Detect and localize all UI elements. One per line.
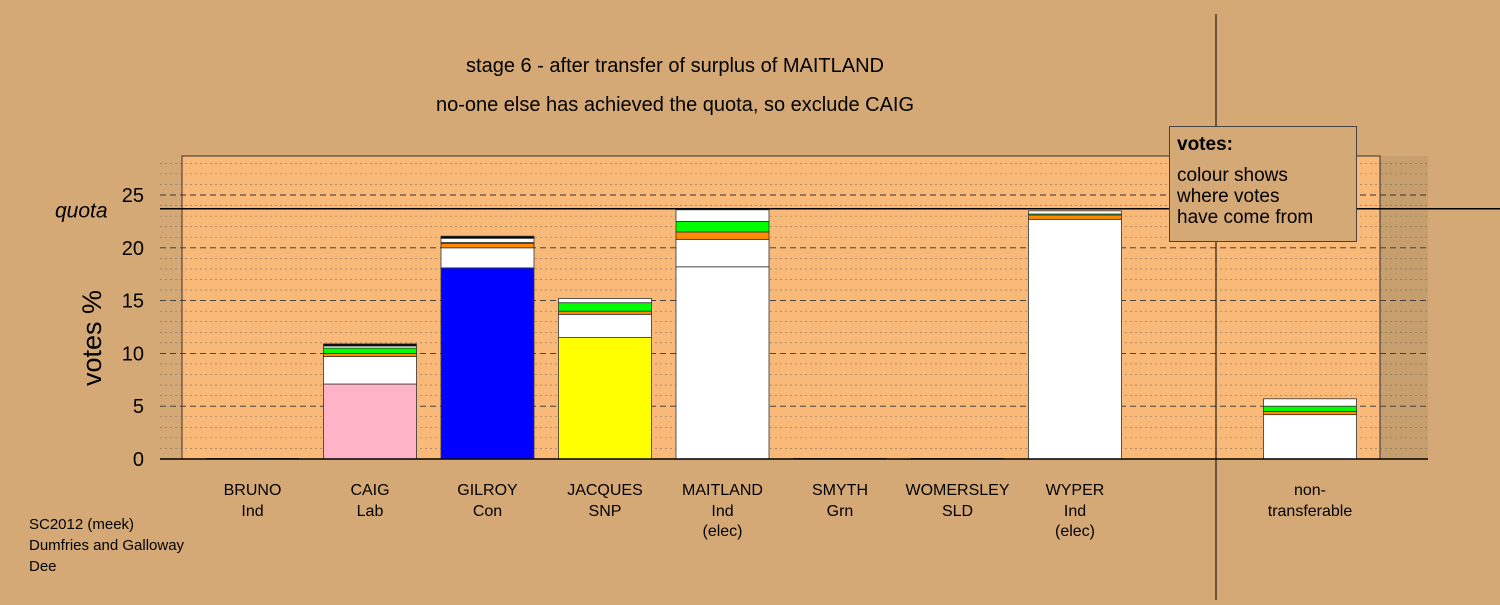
y-tick-label: 20 — [122, 238, 144, 260]
x-label-party: SLD — [942, 503, 973, 520]
bar-segment — [1028, 218, 1122, 460]
x-label-name: WYPER — [1046, 482, 1105, 499]
x-label-note: (elec) — [1055, 523, 1095, 540]
y-tick-label: 15 — [122, 291, 144, 313]
legend-line-1: colour shows — [1177, 165, 1288, 186]
bar-segment — [440, 243, 535, 249]
x-label-party: Ind — [241, 503, 263, 520]
bar-segment — [675, 238, 770, 268]
y-tick-label: 0 — [133, 449, 144, 471]
y-axis-label: votes % — [77, 290, 107, 386]
bar-segment — [675, 209, 770, 222]
legend-title: votes: — [1177, 134, 1233, 155]
y-tick-label: 25 — [122, 185, 144, 207]
x-label-name: WOMERSLEY — [905, 482, 1009, 499]
footer-election: SC2012 (meek) — [29, 516, 135, 533]
x-label-party: Lab — [357, 503, 384, 520]
bar-segment — [1263, 414, 1357, 460]
bar-segment — [440, 247, 535, 269]
footer-ward: Dee — [29, 558, 57, 575]
bar-segment — [1263, 411, 1357, 416]
legend-line-3: have come from — [1177, 207, 1314, 228]
x-label-name: SMYTH — [812, 482, 868, 499]
quota-label: quota — [55, 200, 108, 223]
bar-segment — [558, 302, 652, 312]
bar-segment — [675, 220, 770, 233]
x-label-party: Ind — [1064, 503, 1086, 520]
x-label-party: SNP — [589, 503, 622, 520]
bar-segment — [1028, 214, 1122, 220]
x-label-name: non- — [1294, 482, 1326, 499]
chart-title: stage 6 - after transfer of surplus of M… — [466, 55, 884, 77]
bar-segment — [323, 356, 417, 385]
bar-segment — [323, 347, 417, 354]
x-label-note: (elec) — [702, 523, 742, 540]
y-tick-label: 10 — [122, 343, 144, 365]
x-label-name: MAITLAND — [682, 482, 763, 499]
x-label-name: BRUNO — [224, 482, 282, 499]
bar-segment — [323, 383, 417, 460]
bar-segment — [558, 337, 652, 460]
bar-segment — [1263, 398, 1357, 407]
bar-segment — [440, 237, 535, 243]
x-label-party: Con — [473, 503, 502, 520]
bar-segment — [323, 343, 417, 347]
legend-line-2: where votes — [1177, 186, 1280, 207]
y-tick-label: 5 — [133, 396, 144, 418]
bar-segment — [558, 313, 652, 338]
x-label-party: transferable — [1268, 503, 1353, 520]
bar-segment — [440, 267, 535, 460]
bar-segment — [323, 352, 417, 357]
legend: votes: colour shows where votes have com… — [1169, 126, 1357, 242]
plot-area-shade — [1380, 156, 1428, 459]
footer: SC2012 (meek) Dumfries and Galloway Dee — [29, 514, 184, 577]
bar-segment — [675, 266, 770, 460]
bar-segment — [558, 310, 652, 315]
x-label-name: CAIG — [350, 482, 389, 499]
bar-segment — [1263, 405, 1357, 412]
bar-segment — [558, 298, 652, 304]
bar-segment — [440, 235, 535, 239]
x-label-name: JACQUES — [567, 482, 643, 499]
x-label-name: GILROY — [457, 482, 518, 499]
bar-segment — [1028, 210, 1122, 215]
footer-council: Dumfries and Galloway — [29, 537, 185, 554]
chart-subtitle: no-one else has achieved the quota, so e… — [436, 94, 914, 116]
bar-segment — [675, 231, 770, 240]
x-label-party: Grn — [827, 503, 854, 520]
x-label-party: Ind — [711, 503, 733, 520]
